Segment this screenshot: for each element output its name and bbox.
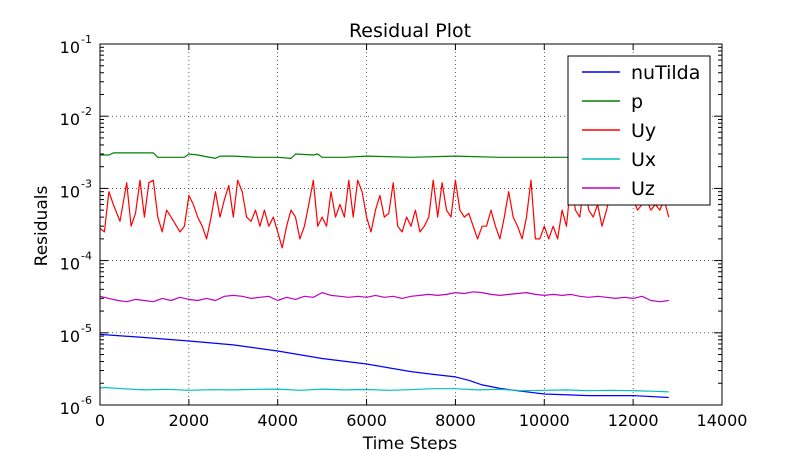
- legend-label-nuTilda: nuTilda: [631, 62, 700, 84]
- legend-label-p: p: [631, 91, 643, 113]
- series-line-Ux: [99, 386, 669, 393]
- y-tick-label: 10 -5: [60, 322, 92, 346]
- series-line-Uz: [99, 291, 669, 303]
- x-tick-label: 14000: [697, 411, 748, 430]
- legend-label-Uz: Uz: [631, 178, 655, 200]
- chart-title: Residual Plot: [349, 20, 471, 42]
- x-tick-label: 4000: [257, 411, 298, 430]
- y-axis-label: Residuals: [32, 186, 52, 267]
- plot-frame: [99, 43, 723, 406]
- axis-ticks: 0 2000 4000 6000 8000 10000 12000 1400010-610-5…: [60, 33, 748, 430]
- y-tick-exponent: -2: [81, 105, 92, 118]
- x-tick-label: 8000: [435, 411, 476, 430]
- x-tick-label: 10000: [519, 411, 570, 430]
- y-tick-base: 10: [60, 255, 80, 274]
- y-tick-exponent: -4: [81, 250, 92, 263]
- y-tick-base: 10: [60, 182, 80, 201]
- y-tick-exponent: -1: [81, 33, 92, 46]
- series-lines: [99, 152, 670, 399]
- x-tick-label: 12000: [608, 411, 659, 430]
- y-tick-base: 10: [60, 110, 80, 129]
- x-tick-label: 2000: [168, 411, 209, 430]
- y-tick-base: 10: [60, 38, 80, 57]
- y-tick-base: 10: [60, 327, 80, 346]
- series-line-Uy: [99, 179, 670, 249]
- x-axis-label: Time Steps: [362, 434, 458, 450]
- x-tick-label: 6000: [346, 411, 387, 430]
- y-tick-label: 10 -2: [60, 105, 92, 129]
- y-tick-label: 10 -3: [60, 177, 92, 201]
- y-tick-exponent: -6: [81, 394, 92, 407]
- y-tick-base: 10: [60, 399, 80, 418]
- y-tick-exponent: -3: [81, 177, 92, 190]
- x-tick-label: 0: [95, 411, 105, 430]
- y-tick-label: 10 -4: [60, 250, 92, 274]
- legend-label-Uy: Uy: [631, 120, 656, 142]
- y-tick-label: 10 -6: [60, 394, 92, 418]
- series-line-p: [100, 152, 669, 159]
- legend: nuTilda p Uy Ux Uz: [567, 55, 711, 206]
- legend-label-Ux: Ux: [631, 149, 656, 171]
- series-line-nuTilda: [99, 333, 669, 399]
- y-tick-label: 10 -1: [60, 33, 92, 57]
- y-tick-exponent: -5: [81, 322, 92, 335]
